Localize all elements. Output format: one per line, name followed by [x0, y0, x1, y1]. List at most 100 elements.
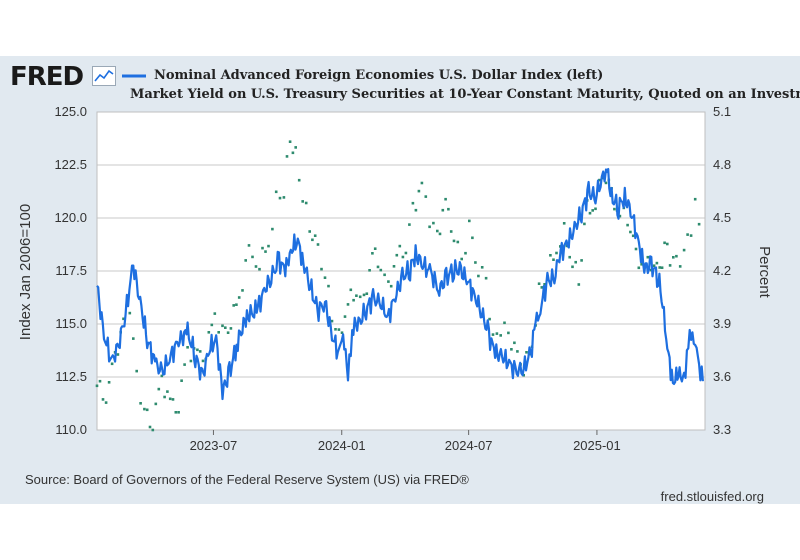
yield-point	[297, 178, 301, 182]
legend-entry-treasury-yield[interactable]: Market Yield on U.S. Treasury Securities…	[122, 85, 800, 104]
legend-swatch-solid	[122, 74, 146, 77]
legend-label-dollar-index: Nominal Advanced Foreign Economies U.S. …	[154, 68, 604, 83]
yield-point	[383, 273, 386, 277]
x-tick-label: 2023-07	[190, 438, 238, 453]
yield-point	[626, 223, 629, 227]
yield-point	[274, 190, 278, 194]
yield-point	[201, 359, 205, 363]
yield-point	[634, 247, 638, 251]
yield-point	[229, 327, 233, 330]
yield-point	[207, 331, 211, 334]
yield-point	[432, 221, 435, 225]
yield-point	[387, 280, 390, 283]
yield-point	[389, 284, 393, 288]
yield-point	[101, 398, 105, 401]
yield-point	[168, 397, 172, 401]
left-tick-label: 112.5	[55, 369, 87, 384]
yield-point	[420, 181, 424, 185]
yield-point	[568, 255, 571, 259]
left-axis-ticks: 110.0 112.5 115.0 117.5 120.0 122.5 125.0	[54, 104, 87, 437]
yield-point	[95, 384, 99, 388]
yield-point	[186, 346, 189, 349]
yield-point	[343, 315, 347, 318]
left-tick-label: 122.5	[54, 157, 87, 172]
yield-point	[294, 146, 297, 149]
yield-point	[323, 276, 327, 279]
yield-point	[98, 379, 102, 383]
yield-point	[438, 232, 442, 236]
yield-point	[574, 260, 577, 264]
yield-point	[613, 207, 616, 211]
yield-point	[166, 390, 169, 393]
yield-point	[308, 230, 311, 233]
yield-point	[480, 266, 484, 269]
yield-point	[464, 251, 467, 255]
yield-point	[316, 243, 320, 246]
x-axis-ticks: 2023-07 2024-01 2024-07 2025-01	[190, 430, 621, 453]
site-link[interactable]: fred.stlouisfed.org	[660, 489, 764, 504]
fred-logo[interactable]: FRED	[10, 62, 84, 92]
yield-point	[658, 266, 661, 269]
legend-label-treasury-yield: Market Yield on U.S. Treasury Securities…	[130, 87, 800, 102]
yield-point	[110, 362, 114, 366]
yield-point	[452, 239, 456, 243]
x-tick-label: 2025-01	[573, 438, 621, 453]
series-treasury-yield	[95, 140, 701, 432]
yield-point	[571, 265, 574, 269]
yield-point	[460, 257, 463, 261]
x-tick-label: 2024-07	[445, 438, 493, 453]
yield-point	[588, 211, 592, 215]
yield-point	[379, 268, 383, 272]
yield-point	[258, 267, 261, 271]
yield-point	[143, 407, 146, 411]
yield-point	[525, 351, 528, 354]
yield-point	[488, 317, 491, 321]
legend-entry-dollar-index[interactable]: Nominal Advanced Foreign Economies U.S. …	[122, 66, 800, 85]
left-tick-label: 117.5	[55, 263, 87, 278]
yield-point	[594, 207, 597, 211]
yield-point	[456, 240, 460, 244]
yield-point	[424, 195, 428, 198]
yield-point	[663, 241, 666, 245]
yield-point	[629, 230, 632, 234]
yield-point	[376, 265, 380, 269]
yield-point	[267, 244, 270, 248]
yield-point	[549, 254, 552, 257]
left-tick-label: 125.0	[54, 104, 87, 119]
yield-point	[447, 207, 450, 211]
yield-point	[618, 214, 622, 218]
yield-point	[189, 359, 193, 363]
yield-point	[288, 140, 292, 143]
right-tick-label: 5.1	[713, 104, 731, 119]
yield-point	[640, 263, 643, 266]
yield-point	[291, 151, 295, 155]
yield-point	[436, 229, 439, 233]
right-axis-ticks: 3.3 3.6 3.9 4.2 4.5 4.8 5.1	[713, 104, 731, 437]
source-note: Source: Board of Governors of the Federa…	[25, 472, 469, 487]
chart-legend: Nominal Advanced Foreign Economies U.S. …	[122, 66, 800, 104]
yield-point	[516, 350, 519, 353]
yield-point	[154, 402, 158, 406]
yield-point	[232, 304, 235, 307]
yield-point	[313, 234, 317, 237]
yield-point	[358, 295, 362, 299]
yield-point	[362, 293, 366, 297]
right-tick-label: 4.2	[713, 263, 731, 278]
yield-point	[598, 178, 601, 182]
left-tick-label: 110.0	[55, 422, 87, 437]
yield-point	[285, 155, 289, 158]
left-tick-label: 115.0	[55, 316, 87, 331]
yield-point	[157, 387, 161, 391]
yield-point	[304, 201, 308, 205]
yield-point	[471, 236, 474, 240]
yield-point	[697, 222, 701, 226]
fred-chart-logo-icon	[92, 66, 116, 86]
yield-point	[271, 227, 274, 231]
yield-point	[468, 219, 471, 223]
yield-point	[428, 225, 431, 229]
dollar-index-line	[96, 167, 704, 401]
yield-point	[583, 222, 586, 226]
yield-point	[213, 312, 217, 315]
yield-point	[510, 348, 513, 351]
yield-point	[678, 265, 682, 268]
